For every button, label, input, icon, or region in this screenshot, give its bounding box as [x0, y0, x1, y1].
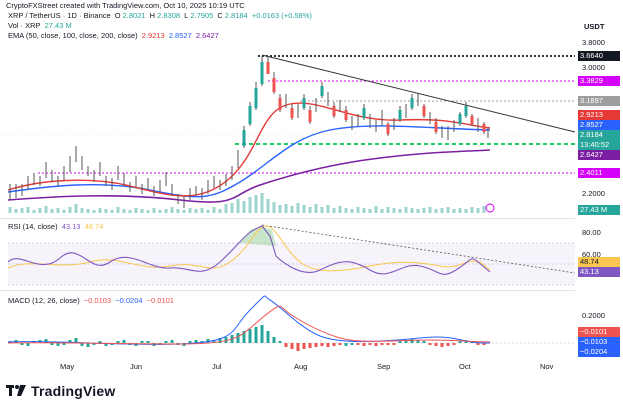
- price-tick-1: 3.8000: [582, 38, 605, 47]
- high-value: 2.8308: [157, 11, 181, 20]
- rsi-value: 43.13: [61, 222, 81, 231]
- rsi-ma-price-label: 48.74: [578, 257, 620, 267]
- macd-signal-line: [7, 305, 491, 345]
- level-label-3664: 3.6640: [578, 51, 620, 61]
- rsi-ma-line: [7, 225, 491, 272]
- ema200-price-label: 2.6427: [578, 150, 620, 160]
- rsi-tick-80: 80.00: [582, 228, 601, 237]
- last-price-label: 2.8184: [578, 130, 620, 140]
- pane-separator-macd[interactable]: [0, 290, 575, 291]
- time-tick-jul: Jul: [212, 362, 222, 371]
- rsi-line: [7, 225, 491, 275]
- rsi-label[interactable]: RSI (14, close): [8, 222, 58, 231]
- close-label: C: [217, 11, 223, 20]
- ema100-price-label: 2.8527: [578, 120, 620, 130]
- macd-value-2: −0.0204: [115, 296, 143, 305]
- ema50-value: 2.9213: [141, 31, 165, 40]
- volume-bars: [8, 193, 486, 213]
- low-value: 2.7905: [190, 11, 214, 20]
- macd-line: [7, 295, 491, 345]
- level-label-2401: 2.4011: [578, 168, 620, 178]
- time-tick-oct: Oct: [459, 362, 471, 371]
- rsi-tick-60: 60.00: [582, 250, 601, 259]
- candle-countdown: 13:40:52: [578, 140, 620, 150]
- macd-legend: MACD (12, 26, close) −0.0103 −0.0204 −0.…: [8, 296, 176, 305]
- ema50-price-label: 2.9213: [578, 110, 620, 120]
- currency-label: USDT: [584, 22, 605, 31]
- ema200-line: [7, 149, 491, 203]
- macd-histogram-up: [8, 325, 474, 347]
- rsi-legend: RSI (14, close) 43.13 48.74: [8, 222, 105, 231]
- time-tick-aug: Aug: [294, 362, 308, 371]
- descending-trendline: [261, 54, 576, 133]
- macd-hist-price-label: −0.0101: [578, 327, 620, 337]
- macd-histogram-down: [284, 343, 486, 351]
- rsi-ma-value: 48.74: [84, 222, 104, 231]
- time-tick-nov: Nov: [540, 362, 554, 371]
- rsi-price-label: 43.13: [578, 267, 620, 277]
- ema200-value: 2.6427: [195, 31, 219, 40]
- volume-price-label: 27.43 M: [578, 205, 620, 215]
- ema100-line: [7, 125, 491, 198]
- open-label: O: [114, 11, 121, 20]
- macd-value-3: −0.0101: [146, 296, 174, 305]
- volume-label[interactable]: Vol · XRP: [8, 21, 41, 30]
- rsi-overbought-fill: [240, 226, 276, 246]
- low-label: L: [184, 11, 189, 20]
- price-candles: [9, 56, 489, 208]
- ema100-value: 2.8527: [168, 31, 192, 40]
- change-value: +0.0163 (+0.58%): [251, 11, 312, 20]
- brand-name: TradingView: [31, 383, 116, 399]
- tradingview-brand[interactable]: TradingView: [6, 383, 115, 399]
- time-tick-sep: Sep: [377, 362, 391, 371]
- time-tick-jun: Jun: [130, 362, 143, 371]
- macd-signal-price-label: −0.0204: [578, 347, 620, 357]
- volume-marker-icon: [485, 203, 495, 213]
- price-tick-2: 3.0000: [582, 63, 605, 72]
- macd-value-1: −0.0103: [83, 296, 112, 305]
- macd-price-label: −0.0103: [578, 337, 620, 347]
- close-value: 2.8184: [224, 11, 248, 20]
- high-label: H: [149, 11, 156, 20]
- volume-legend: Vol · XRP 27.43 M: [8, 21, 74, 30]
- volume-value: 27.43 M: [44, 21, 72, 30]
- price-tick-3: 2.2000: [582, 189, 605, 198]
- chart-header: CryptoFXStreet created with TradingView.…: [6, 1, 245, 10]
- rsi-trendline: [261, 224, 576, 274]
- time-tick-may: May: [60, 362, 75, 371]
- ema-legend: EMA (50, close, 100, close, 200, close) …: [8, 31, 221, 40]
- macd-label[interactable]: MACD (12, 26, close): [8, 296, 80, 305]
- symbol-pair[interactable]: XRP / TetherUS · 1D · Binance: [8, 11, 111, 20]
- macd-tick: 0.2000: [582, 311, 605, 320]
- level-label-3382: 3.3829: [578, 76, 620, 86]
- open-value: 2.8021: [122, 11, 146, 20]
- pane-separator-rsi[interactable]: [0, 218, 575, 219]
- tradingview-logo-icon: [6, 385, 26, 396]
- level-label-3189: 3.1897: [578, 96, 620, 106]
- ema-label[interactable]: EMA (50, close, 100, close, 200, close): [8, 31, 138, 40]
- ema50-line: [7, 102, 491, 197]
